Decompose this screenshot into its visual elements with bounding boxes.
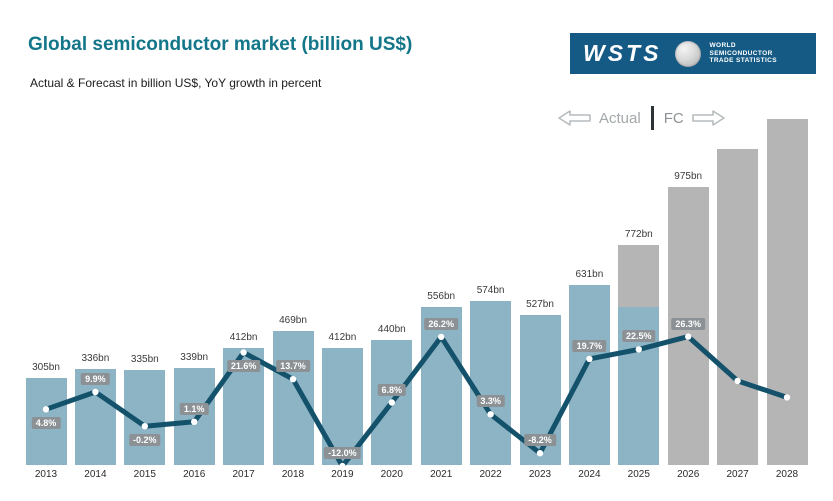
bar-value-label: 412bn bbox=[328, 331, 357, 343]
growth-badge: 9.9% bbox=[81, 373, 110, 386]
growth-badge: 3.3% bbox=[476, 395, 505, 408]
legend-divider bbox=[650, 106, 654, 130]
wsts-logo: WSTS WORLD SEMICONDUCTOR TRADE STATISTIC… bbox=[570, 33, 816, 74]
x-axis-tick: 2025 bbox=[627, 469, 650, 480]
bar-value-label: 336bn bbox=[81, 353, 110, 365]
bar-forecast-segment-2025 bbox=[618, 244, 660, 308]
bar-value-label: 339bn bbox=[180, 352, 209, 364]
x-axis-tick: 2018 bbox=[281, 469, 305, 480]
x-axis-tick: 2028 bbox=[775, 469, 799, 480]
bar-2022 bbox=[470, 301, 512, 465]
bar-value-label: 631bn bbox=[575, 269, 604, 281]
page-title: Global semiconductor market (billion US$… bbox=[28, 34, 413, 55]
growth-badge: 26.2% bbox=[424, 317, 458, 330]
x-axis-tick: 2023 bbox=[528, 469, 552, 480]
bar-2027 bbox=[717, 148, 759, 465]
bar-2020 bbox=[371, 339, 413, 465]
bar-value-label: 305bn bbox=[32, 362, 60, 374]
growth-badge: 4.8% bbox=[31, 417, 61, 430]
x-axis-tick: 2024 bbox=[578, 469, 601, 480]
bar-2016 bbox=[173, 368, 215, 465]
x-axis-tick: 2017 bbox=[232, 469, 255, 480]
bar-value-label: 412bn bbox=[229, 331, 258, 343]
bar-value-label: 527bn bbox=[526, 298, 554, 310]
legend-actual-label: Actual bbox=[599, 109, 641, 127]
bar-2028 bbox=[766, 118, 808, 465]
growth-badge: 21.6% bbox=[226, 360, 261, 373]
x-axis-tick: 2026 bbox=[677, 469, 700, 480]
growth-badge: 19.7% bbox=[572, 339, 607, 352]
x-axis-tick: 2020 bbox=[380, 469, 403, 480]
growth-badge: 26.3% bbox=[671, 317, 705, 330]
arrow-left-icon bbox=[558, 110, 591, 126]
arrow-right-icon bbox=[691, 110, 725, 126]
x-axis-tick: 2021 bbox=[430, 469, 453, 480]
legend-fc-label: FC bbox=[663, 109, 684, 127]
x-axis-tick: 2014 bbox=[84, 469, 107, 480]
x-axis-tick: 2019 bbox=[331, 469, 354, 480]
x-axis-tick: 2015 bbox=[133, 469, 156, 480]
growth-badge: 6.8% bbox=[377, 383, 407, 396]
growth-badge: -0.2% bbox=[129, 434, 161, 447]
bar-value-label: 772bn bbox=[624, 228, 653, 240]
bar-value-label: 335bn bbox=[130, 353, 159, 365]
growth-badge: 1.1% bbox=[179, 402, 209, 415]
growth-badge: -8.2% bbox=[524, 434, 556, 447]
bar-value-label: 469bn bbox=[279, 315, 307, 327]
org-line: WORLD bbox=[709, 42, 737, 50]
org-line: TRADE STATISTICS bbox=[709, 57, 777, 65]
globe-icon bbox=[675, 40, 702, 67]
bar-value-label: 440bn bbox=[377, 323, 406, 335]
growth-badge: 13.7% bbox=[276, 360, 310, 373]
x-axis-tick: 2022 bbox=[479, 469, 502, 480]
bar-2015 bbox=[124, 369, 166, 465]
actual-fc-legend: Actual FC bbox=[556, 104, 727, 132]
bar-value-label: 975bn bbox=[674, 171, 703, 183]
chart-subtitle: Actual & Forecast in billion US$, YoY gr… bbox=[30, 76, 322, 90]
bar-2018 bbox=[272, 331, 314, 465]
x-axis-tick: 2013 bbox=[34, 469, 58, 480]
bar-value-label: 556bn bbox=[427, 290, 456, 302]
growth-badge: 22.5% bbox=[622, 330, 656, 343]
org-line: SEMICONDUCTOR bbox=[709, 49, 773, 57]
bar-2021 bbox=[420, 306, 462, 465]
x-axis-tick: 2016 bbox=[183, 469, 206, 480]
wsts-wordmark: WSTS bbox=[583, 40, 662, 66]
bar-value-label: 574bn bbox=[476, 285, 505, 297]
bar-2024 bbox=[568, 285, 610, 465]
growth-badge: -12.0% bbox=[324, 447, 361, 460]
wsts-org-name: WORLD SEMICONDUCTOR TRADE STATISTICS bbox=[709, 42, 777, 65]
x-axis-tick: 2027 bbox=[726, 469, 749, 480]
